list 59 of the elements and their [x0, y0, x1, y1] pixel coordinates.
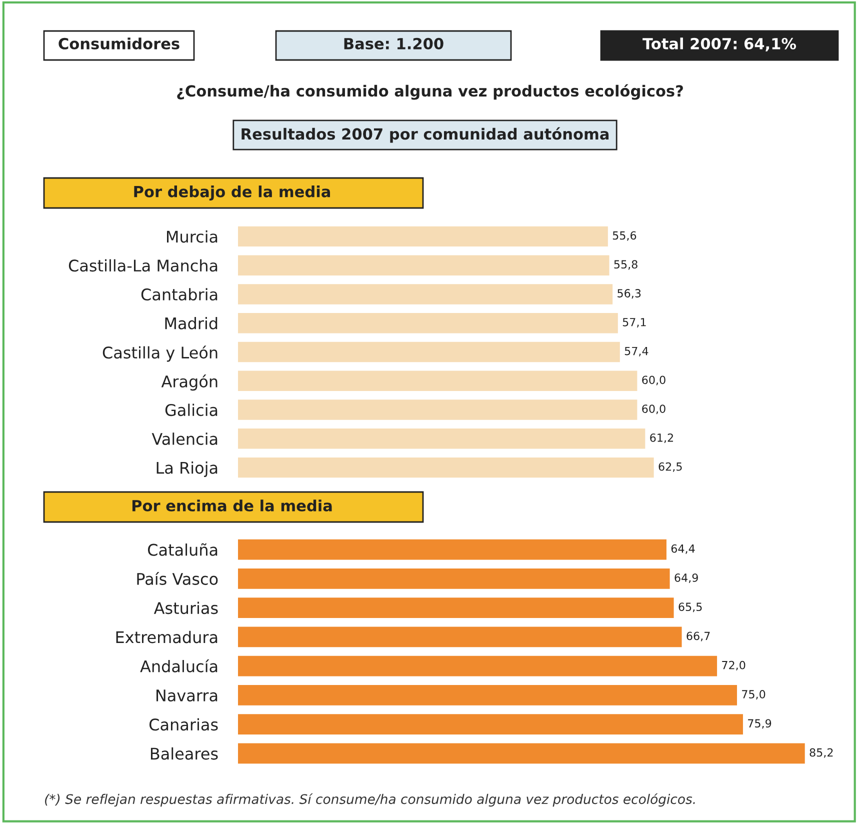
bar [238, 284, 613, 304]
bar [238, 313, 618, 334]
bar [238, 684, 737, 706]
bar [238, 428, 646, 449]
y-tick-label: Baleares [150, 747, 218, 760]
bar [238, 400, 638, 420]
chart-title: Por encima de la media [132, 500, 332, 512]
bar [238, 568, 670, 589]
bar [238, 457, 654, 478]
bar [238, 656, 718, 676]
data-label: 75,9 [748, 719, 772, 729]
y-tick-label: Madrid [165, 317, 218, 330]
y-tick-label: Aragón [161, 374, 218, 391]
data-label: 57,1 [622, 318, 646, 328]
y-tick-label: Canarias [149, 718, 218, 731]
data-label: 75,0 [742, 690, 766, 700]
data-label: 85,2 [810, 748, 833, 758]
text: Base: 1.200 [344, 38, 444, 50]
data-label: 62,5 [658, 462, 682, 472]
data-label: 55,6 [612, 231, 636, 241]
data-label: 65,5 [678, 602, 702, 612]
y-tick-label: La Rioja [156, 461, 218, 477]
text: Total 2007: 64,1% [642, 38, 796, 52]
bar [238, 743, 805, 764]
y-tick-label: Valencia [152, 432, 218, 445]
y-tick-label: Asturias [154, 602, 218, 614]
y-tick-label: Andalucía [140, 659, 218, 672]
data-label: 72,0 [722, 660, 746, 670]
data-label: 64,9 [674, 574, 698, 584]
data-label: 55,8 [614, 260, 638, 270]
data-label: 64,4 [671, 544, 695, 554]
bar [238, 255, 610, 276]
y-tick-label: Cataluña [148, 543, 218, 556]
y-tick-label: Cantabria [141, 288, 218, 301]
data-label: 56,3 [618, 289, 641, 299]
data-label: 60,0 [642, 376, 666, 386]
data-label: 66,7 [686, 632, 710, 642]
text: Resultados 2007 por comunidad autónoma [242, 127, 609, 143]
y-tick-label: Castilla-La Mancha [68, 259, 218, 272]
y-tick-label: Galicia [165, 404, 218, 416]
y-tick-label: Murcia [167, 230, 218, 243]
text: (*) Se reflejan respuestas afirmativas. Sí consume/ha consumido alguna vez productos ecológicos. [45, 793, 695, 807]
data-label: 60,0 [642, 404, 666, 414]
y-tick-label: Extremadura [116, 630, 218, 644]
bar [238, 226, 608, 247]
bar [238, 342, 620, 362]
bar [238, 539, 666, 560]
bar [238, 370, 638, 391]
chart-title: Por debajo de la media [134, 186, 330, 200]
text: ¿Consume/ha consumido alguna vez productos ecológicos? [177, 84, 683, 100]
y-tick-label: Navarra [156, 690, 218, 702]
bar [238, 598, 674, 618]
bar [238, 626, 682, 648]
text: Consumidores [58, 38, 180, 50]
data-label: 57,4 [624, 346, 648, 356]
y-tick-label: Castilla y León [102, 346, 218, 362]
bar [238, 714, 743, 735]
data-label: 61,2 [650, 433, 673, 444]
y-tick-label: País Vasco [137, 572, 218, 585]
